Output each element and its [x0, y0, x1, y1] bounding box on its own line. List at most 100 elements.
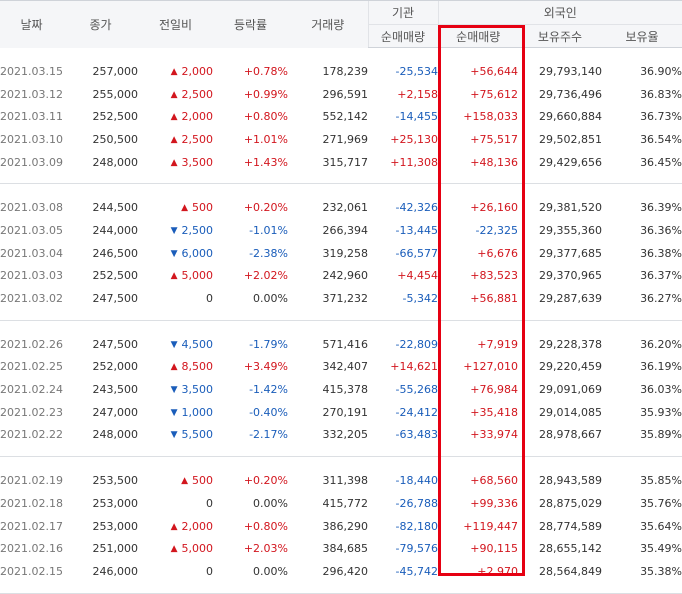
cell-foreign-holding: 29,355,360: [539, 223, 602, 237]
cell-volume: 311,398: [322, 474, 369, 488]
cell-foreign-ratio: 36.36%: [640, 223, 682, 237]
arrow-up-icon: ▲: [170, 362, 178, 373]
cell-foreign-holding: 28,655,142: [539, 542, 602, 556]
cell-inst-net: -26,788: [395, 496, 438, 510]
cell-foreign-ratio: 36.19%: [640, 360, 682, 374]
cell-close: 252,000: [92, 360, 139, 374]
cell-close: 244,500: [92, 201, 139, 215]
cell-close: 250,500: [92, 132, 139, 146]
table-row: 2021.02.26 247,500 ▼ 4,500 -1.79% 571,416 -22,…: [0, 333, 682, 356]
cell-change: ▲ 2,000: [138, 515, 213, 538]
cell-close: 248,000: [92, 155, 139, 169]
cell-foreign-holding: 29,287,639: [539, 292, 602, 306]
cell-change: 0: [138, 560, 213, 583]
cell-volume: 242,960: [322, 269, 369, 283]
cell-foreign-ratio: 36.45%: [640, 155, 682, 169]
cell-inst-net: +11,308: [390, 155, 438, 169]
cell-foreign-net: +2,970: [477, 564, 518, 578]
cell-rate: +0.80%: [243, 519, 288, 533]
col-header-foreign-holding: 보유주수: [518, 24, 602, 48]
cell-date: 2021.02.26: [0, 337, 63, 351]
cell-foreign-holding: 29,014,085: [539, 405, 602, 419]
cell-volume: 552,142: [322, 110, 369, 124]
group-divider: [0, 446, 682, 458]
cell-foreign-net: +119,447: [463, 519, 518, 533]
cell-foreign-holding: 28,875,029: [539, 496, 602, 510]
arrow-up-icon: ▲: [181, 476, 188, 487]
cell-inst-net: -5,342: [402, 292, 438, 306]
cell-foreign-net: +33,974: [470, 428, 518, 442]
cell-volume: 270,191: [322, 405, 369, 419]
cell-rate: -2.38%: [249, 246, 288, 260]
cell-close: 253,000: [92, 496, 139, 510]
cell-change: ▼ 6,000: [138, 242, 213, 265]
cell-foreign-ratio: 36.03%: [640, 383, 682, 397]
arrow-up-icon: ▲: [170, 112, 178, 123]
cell-date: 2021.02.24: [0, 383, 63, 397]
cell-date: 2021.03.12: [0, 87, 63, 101]
cell-date: 2021.03.05: [0, 223, 63, 237]
cell-rate: +2.03%: [243, 542, 288, 556]
cell-foreign-net: -22,325: [475, 223, 518, 237]
cell-change: ▼ 5,500: [138, 424, 213, 447]
cell-foreign-holding: 29,502,851: [539, 132, 602, 146]
cell-inst-net: +4,454: [397, 269, 438, 283]
cell-foreign-net: +26,160: [470, 201, 518, 215]
cell-change: 0: [138, 287, 213, 310]
table-row: 2021.02.23 247,000 ▼ 1,000 -0.40% 270,191 -24,…: [0, 401, 682, 424]
cell-foreign-ratio: 36.73%: [640, 110, 682, 124]
cell-close: 243,500: [92, 383, 139, 397]
cell-change: ▲ 2,500: [138, 83, 213, 106]
table-row: 2021.03.05 244,000 ▼ 2,500 -1.01% 266,394 -13,…: [0, 219, 682, 242]
cell-foreign-holding: 29,381,520: [539, 201, 602, 215]
group-divider: [0, 173, 682, 185]
cell-volume: 415,378: [322, 383, 369, 397]
cell-volume: 296,591: [322, 87, 369, 101]
cell-change: ▲ 5,000: [138, 537, 213, 560]
cell-volume: 571,416: [322, 337, 369, 351]
table-row: 2021.03.11 252,500 ▲ 2,000 +0.80% 552,142 -14,…: [0, 105, 682, 128]
arrow-down-icon: ▼: [170, 248, 178, 259]
cell-foreign-net: +83,523: [470, 269, 518, 283]
col-header-date: 날짜: [0, 0, 63, 48]
col-header-volume: 거래량: [288, 0, 368, 48]
change-value: 5,000: [181, 542, 214, 556]
cell-foreign-holding: 29,793,140: [539, 64, 602, 78]
cell-rate: +0.20%: [243, 201, 288, 215]
arrow-up-icon: ▲: [170, 66, 178, 77]
cell-volume: 319,258: [322, 246, 369, 260]
table-row: 2021.02.16 251,000 ▲ 5,000 +2.03% 384,685 -79,…: [0, 537, 682, 560]
cell-inst-net: +2,158: [397, 87, 438, 101]
cell-inst-net: -14,455: [395, 110, 438, 124]
cell-close: 251,000: [92, 542, 139, 556]
table-row: 2021.03.15 257,000 ▲ 2,000 +0.78% 178,239 -25,…: [0, 60, 682, 83]
cell-foreign-ratio: 36.37%: [640, 269, 682, 283]
group-top-spacer: [0, 48, 682, 61]
cell-volume: 296,420: [322, 564, 369, 578]
cell-change: ▼ 3,500: [138, 378, 213, 401]
col-header-close: 종가: [63, 0, 138, 48]
cell-change: ▲ 2,000: [138, 105, 213, 128]
col-header-inst-net: 순매매량: [367, 24, 438, 48]
cell-foreign-net: +75,517: [470, 132, 518, 146]
cell-foreign-holding: 28,564,849: [539, 564, 602, 578]
cell-volume: 271,969: [322, 132, 369, 146]
arrow-down-icon: ▼: [170, 339, 178, 350]
col-header-foreign-net: 순매매량: [437, 24, 518, 48]
cell-rate: -1.01%: [249, 223, 288, 237]
group-top-spacer: [0, 457, 682, 470]
col-header-change: 전일비: [138, 0, 213, 48]
change-value: 6,000: [181, 246, 214, 260]
cell-foreign-ratio: 36.90%: [640, 64, 682, 78]
table-row: 2021.03.10 250,500 ▲ 2,500 +1.01% 271,969 +25,…: [0, 128, 682, 151]
cell-date: 2021.03.04: [0, 246, 63, 260]
cell-foreign-holding: 29,220,459: [539, 360, 602, 374]
cell-foreign-ratio: 35.38%: [640, 564, 682, 578]
cell-foreign-holding: 28,943,589: [539, 474, 602, 488]
change-value: 2,000: [181, 110, 214, 124]
arrow-down-icon: ▼: [170, 430, 178, 441]
cell-inst-net: -55,268: [395, 383, 438, 397]
cell-rate: -2.17%: [249, 428, 288, 442]
cell-volume: 384,685: [322, 542, 369, 556]
